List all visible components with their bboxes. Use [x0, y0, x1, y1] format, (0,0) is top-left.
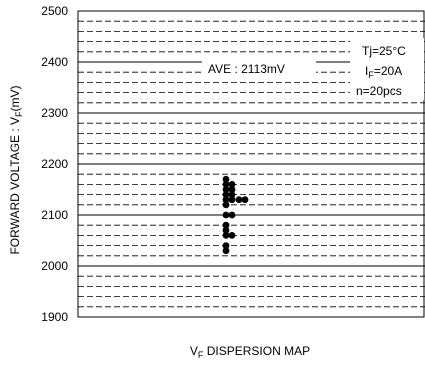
y-tick-labels: 1900 2000 2100 2200 2300 2400 2500	[41, 4, 68, 324]
data-point	[241, 196, 249, 204]
data-point	[222, 211, 230, 219]
y-axis-title: FORWARD VOLTAGE : VF(mV)	[8, 85, 24, 254]
data-point	[235, 196, 243, 204]
data-point	[222, 242, 230, 250]
data-points	[222, 175, 249, 255]
y-tick-label: 2400	[41, 55, 68, 69]
data-point	[228, 196, 236, 204]
condition-label: n=20pcs	[356, 84, 402, 98]
average-label: AVE : 2113mV	[208, 62, 285, 76]
condition-label: IF=20A	[365, 64, 402, 80]
data-point	[222, 186, 230, 193]
data-point	[228, 186, 236, 193]
data-point	[228, 211, 236, 219]
data-point	[222, 221, 230, 229]
data-point	[222, 247, 230, 255]
average-label-box	[202, 60, 316, 78]
data-point	[222, 201, 230, 209]
y-tick-label: 2200	[41, 157, 68, 171]
y-tick-label: 2500	[41, 4, 68, 18]
data-point	[222, 232, 230, 239]
data-point	[222, 196, 230, 204]
annotations: AVE : 2113mV Tj=25°C IF=20A n=20pcs	[202, 38, 424, 100]
y-tick-label: 2100	[41, 208, 68, 222]
data-point	[222, 181, 230, 188]
x-axis-title: VF DISPERSION MAP	[190, 344, 310, 360]
data-point	[228, 232, 236, 239]
plot-frame	[77, 10, 425, 318]
y-tick-label: 2300	[41, 106, 68, 120]
data-point	[222, 175, 230, 183]
data-point	[222, 226, 230, 234]
data-point	[222, 191, 230, 199]
y-tick-label: 1900	[41, 310, 68, 324]
data-point	[228, 191, 236, 199]
condition-label: Tj=25°C	[362, 44, 406, 58]
axis-titles: VF DISPERSION MAP FORWARD VOLTAGE : VF(mV…	[8, 85, 310, 360]
y-tick-label: 2000	[41, 259, 68, 273]
data-point	[228, 181, 236, 188]
conditions-box	[350, 38, 424, 100]
